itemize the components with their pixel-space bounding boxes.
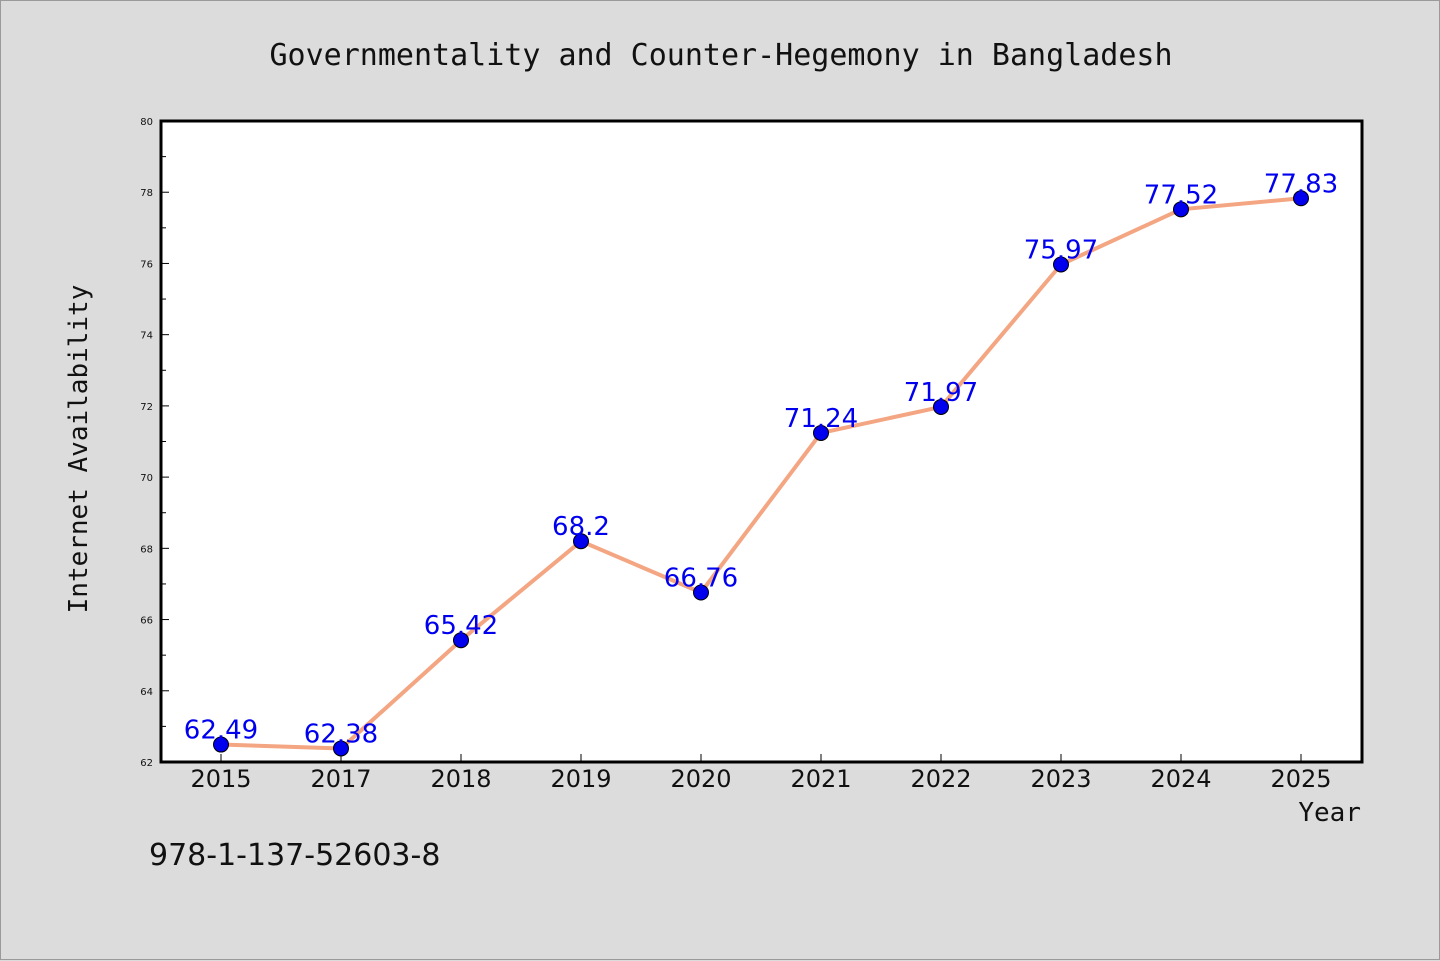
y-tick-label: 72 — [140, 402, 153, 413]
y-axis-label: Internet Availability — [64, 285, 94, 614]
data-point — [213, 736, 229, 753]
data-point — [813, 424, 829, 441]
data-label: 66.76 — [664, 563, 738, 593]
y-tick-label: 64 — [140, 687, 153, 698]
series-group: 62.49 62.38 65.42 68.2 66.76 71.24 71.97 75.97 7… — [184, 169, 1338, 757]
y-tick-label: 66 — [140, 616, 153, 627]
x-tick-label: 2025 — [1270, 765, 1331, 793]
data-label: 71.97 — [904, 378, 978, 408]
x-axis-label: Year — [1298, 798, 1361, 828]
data-point — [933, 398, 949, 415]
y-tick-label: 62 — [140, 758, 153, 769]
data-label: 65.42 — [424, 611, 498, 641]
data-label: 71.24 — [784, 404, 858, 434]
y-tick-label: 68 — [140, 544, 153, 555]
data-point — [1173, 201, 1189, 218]
y-tick-label: 70 — [140, 473, 153, 484]
x-tick-label: 2022 — [910, 765, 971, 793]
data-label: 62.49 — [184, 716, 258, 746]
x-tick-label: 2021 — [790, 765, 851, 793]
data-point — [573, 533, 589, 550]
data-label: 75.97 — [1024, 236, 1098, 266]
x-tick-label: 2015 — [190, 765, 251, 793]
plot-area — [159, 119, 1364, 764]
data-label: 68.2 — [552, 512, 610, 542]
data-point — [333, 740, 349, 757]
series-line — [220, 196, 1302, 751]
y-tick-label: 74 — [140, 331, 153, 342]
x-tick-label: 2024 — [1150, 765, 1211, 793]
data-label: 62.38 — [304, 719, 378, 749]
y-axis-ticks: 62 64 66 68 70 72 74 76 78 80 — [140, 117, 169, 769]
x-tick-label: 2023 — [1030, 765, 1091, 793]
y-tick-label: 80 — [140, 117, 153, 128]
chart-title: Governmentality and Counter-Hegemony in … — [269, 38, 1172, 73]
x-tick-label: 2019 — [550, 765, 611, 793]
y-tick-label: 76 — [140, 259, 153, 270]
x-tick-label: 2017 — [310, 765, 371, 793]
y-tick-label: 78 — [140, 188, 153, 199]
x-tick-label: 2020 — [670, 765, 731, 793]
x-tick-label: 2018 — [430, 765, 491, 793]
x-axis-ticks: 2015 2017 2018 2019 2020 2021 2022 2023 2024 2025 — [190, 754, 1332, 793]
data-label: 77.83 — [1264, 169, 1338, 199]
data-point — [1293, 190, 1309, 207]
data-point — [453, 632, 469, 649]
data-point — [693, 584, 709, 601]
data-point — [1053, 256, 1069, 273]
isbn-text: 978-1-137-52603-8 — [149, 838, 440, 873]
data-label: 77.52 — [1144, 180, 1218, 210]
